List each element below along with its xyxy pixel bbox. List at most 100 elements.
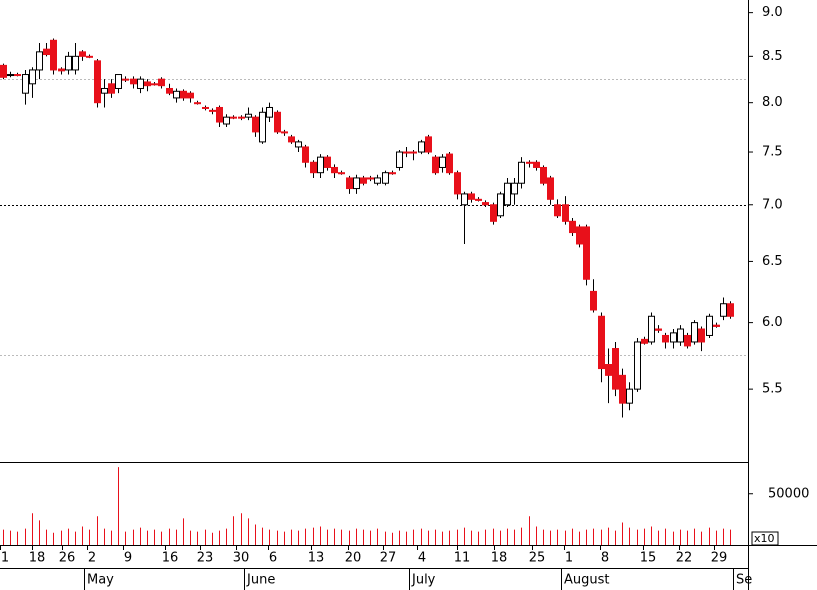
candle-body bbox=[713, 324, 720, 327]
candle-body bbox=[439, 156, 446, 168]
candle-body bbox=[324, 156, 331, 168]
candle-body bbox=[374, 177, 381, 184]
candle-body bbox=[86, 55, 93, 58]
candle-body bbox=[252, 116, 259, 133]
candle-body bbox=[281, 131, 288, 134]
x-tick-label: 11 bbox=[454, 551, 471, 566]
y-tick-label: 7.0 bbox=[762, 197, 783, 212]
candle-body bbox=[389, 172, 396, 175]
volume-tick-label: 50000 bbox=[768, 486, 809, 501]
candle-body bbox=[58, 68, 65, 72]
candle-body bbox=[238, 116, 245, 119]
candle-body bbox=[454, 172, 461, 195]
candle-body bbox=[619, 374, 626, 404]
candle-body bbox=[130, 78, 137, 85]
candle-body bbox=[626, 388, 633, 404]
candle-body bbox=[598, 315, 605, 370]
candle-body bbox=[202, 106, 209, 109]
candle-body bbox=[72, 55, 79, 71]
candle-body bbox=[101, 87, 108, 94]
candle-body bbox=[526, 161, 533, 164]
candle-body bbox=[554, 204, 561, 217]
candle-body bbox=[346, 177, 353, 190]
candle-body bbox=[194, 102, 201, 105]
candle-body bbox=[706, 315, 713, 336]
candle-body bbox=[590, 290, 597, 311]
candle-body bbox=[310, 161, 317, 174]
candle-body bbox=[338, 172, 345, 175]
candle-body bbox=[317, 156, 324, 174]
candle-body bbox=[475, 198, 482, 201]
candle-body bbox=[446, 153, 453, 174]
candle-body bbox=[79, 51, 86, 57]
candle-body bbox=[569, 220, 576, 234]
x-tick-label: 23 bbox=[197, 551, 214, 566]
candle-body bbox=[698, 328, 705, 343]
x-tick-label: 25 bbox=[529, 551, 546, 566]
candle-body bbox=[43, 48, 50, 56]
candle-body bbox=[720, 303, 727, 317]
candle-body bbox=[50, 39, 57, 71]
candle-body bbox=[655, 328, 662, 331]
candle-body bbox=[677, 328, 684, 343]
candle-body bbox=[180, 90, 187, 99]
candle-body bbox=[151, 83, 158, 86]
candle-body bbox=[36, 51, 43, 71]
candle-body bbox=[518, 161, 525, 184]
candle-body bbox=[367, 177, 374, 180]
candle-body bbox=[209, 109, 216, 112]
candle-body bbox=[173, 90, 180, 99]
y-tick-label: 8.0 bbox=[762, 95, 783, 110]
month-label: August bbox=[564, 573, 610, 588]
candle-body bbox=[468, 193, 475, 200]
candle-body bbox=[727, 303, 734, 317]
y-tick-label: 9.0 bbox=[762, 5, 783, 20]
candle-body bbox=[115, 74, 122, 89]
candle-body bbox=[65, 55, 72, 71]
candle-body bbox=[0, 64, 7, 78]
x-tick-label: 8 bbox=[601, 551, 609, 566]
candle-body bbox=[490, 204, 497, 222]
y-tick-label: 5.5 bbox=[762, 382, 783, 397]
candle-body bbox=[216, 106, 223, 123]
month-label: Se bbox=[736, 573, 752, 588]
candle-body bbox=[511, 182, 518, 195]
y-tick-label: 6.0 bbox=[762, 315, 783, 330]
candle-body bbox=[144, 81, 151, 87]
candle-body bbox=[274, 111, 281, 133]
candle-body bbox=[108, 83, 115, 94]
candle-body bbox=[410, 151, 417, 154]
x-tick-label: 1 bbox=[1, 551, 9, 566]
candle-body bbox=[223, 116, 230, 125]
candle-body bbox=[418, 141, 425, 153]
x-tick-label: 26 bbox=[59, 551, 76, 566]
candle-body bbox=[684, 334, 691, 347]
candle-body bbox=[605, 364, 612, 376]
candle-body bbox=[482, 202, 489, 206]
candle-body bbox=[461, 193, 468, 206]
x-tick-label: 18 bbox=[491, 551, 508, 566]
candle-body bbox=[259, 111, 266, 143]
candle-body bbox=[288, 136, 295, 143]
candle-body bbox=[533, 161, 540, 168]
candle-body bbox=[360, 177, 367, 184]
candle-body bbox=[576, 226, 583, 245]
candle-body bbox=[382, 172, 389, 184]
x-tick-label: 22 bbox=[676, 551, 693, 566]
volume-unit: x10 bbox=[754, 532, 775, 545]
candle-body bbox=[331, 166, 338, 174]
candle-body bbox=[396, 151, 403, 168]
candle-body bbox=[547, 177, 554, 200]
candle-body bbox=[691, 322, 698, 343]
candle-body bbox=[158, 78, 165, 87]
candle-body bbox=[432, 156, 439, 174]
candle-body bbox=[29, 69, 36, 85]
candle-body bbox=[7, 74, 14, 77]
candle-body bbox=[230, 116, 237, 119]
x-tick-label: 15 bbox=[640, 551, 657, 566]
candle-body bbox=[245, 113, 252, 118]
month-label: June bbox=[246, 573, 275, 588]
candle-body bbox=[353, 177, 360, 190]
